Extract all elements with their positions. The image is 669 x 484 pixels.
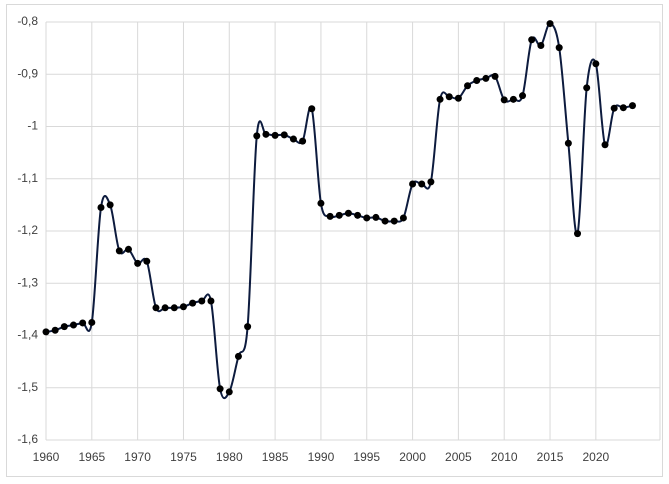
marker [317,199,325,207]
marker [225,388,233,396]
marker [528,36,536,44]
marker [519,92,527,100]
marker [170,304,178,312]
x-tick-label: 1970 [124,450,151,464]
marker [42,328,50,336]
marker [592,60,600,68]
marker [381,217,389,225]
marker [244,323,252,331]
marker [143,257,151,265]
marker [115,247,123,255]
marker [390,217,398,225]
x-tick-label: 1965 [78,450,105,464]
marker [207,297,215,305]
marker [289,135,297,143]
y-tick-label: -1,6 [17,432,38,446]
marker [88,318,96,326]
marker [69,321,77,329]
marker [454,94,462,102]
marker [399,214,407,222]
marker [537,42,545,50]
marker [106,201,114,209]
marker [335,211,343,219]
marker [280,131,288,139]
marker [482,74,490,82]
marker [574,230,582,238]
marker [262,130,270,138]
marker [610,104,618,112]
marker [546,20,554,28]
chart-border [6,4,663,477]
y-tick-label: -1,2 [17,223,38,237]
x-tick-label: 1960 [33,450,60,464]
marker [555,44,563,52]
x-tick-label: 1985 [262,450,289,464]
y-tick-label: -0,8 [17,14,38,28]
marker [445,93,453,101]
x-tick-label: 1975 [170,450,197,464]
marker [344,209,352,217]
marker [79,319,87,327]
marker [409,180,417,188]
marker [354,211,362,219]
marker [500,96,508,104]
marker [308,105,316,113]
y-tick-label: -1,4 [17,328,38,342]
marker [418,180,426,188]
marker [564,139,572,147]
marker [473,77,481,85]
marker [124,245,132,253]
marker [51,326,59,334]
x-tick-label: 1995 [353,450,380,464]
marker [464,82,472,90]
marker [629,102,637,110]
marker [60,323,68,331]
marker [198,297,206,305]
marker [491,72,499,80]
x-tick-label: 2005 [445,450,472,464]
marker [134,259,142,267]
marker [299,137,307,145]
marker [326,212,334,220]
y-tick-label: -1 [27,119,38,133]
x-tick-label: 2020 [582,450,609,464]
x-tick-label: 1990 [308,450,335,464]
y-tick-label: -1,5 [17,380,38,394]
marker [97,203,105,211]
y-tick-label: -0,9 [17,66,38,80]
marker [601,141,609,149]
marker [427,178,435,186]
x-tick-label: 2010 [491,450,518,464]
marker [189,299,197,307]
marker [372,213,380,221]
x-tick-label: 1980 [216,450,243,464]
marker [509,95,517,103]
marker [234,352,242,360]
x-tick-label: 2000 [399,450,426,464]
marker [363,214,371,222]
marker [271,131,279,139]
marker [179,303,187,311]
y-tick-label: -1,3 [17,275,38,289]
y-tick-label: -1,1 [17,171,38,185]
marker [152,304,160,312]
marker [253,132,261,140]
marker [583,84,591,92]
marker [161,304,169,312]
marker [216,385,224,393]
x-tick-label: 2015 [537,450,564,464]
marker [436,95,444,103]
marker [619,104,627,112]
